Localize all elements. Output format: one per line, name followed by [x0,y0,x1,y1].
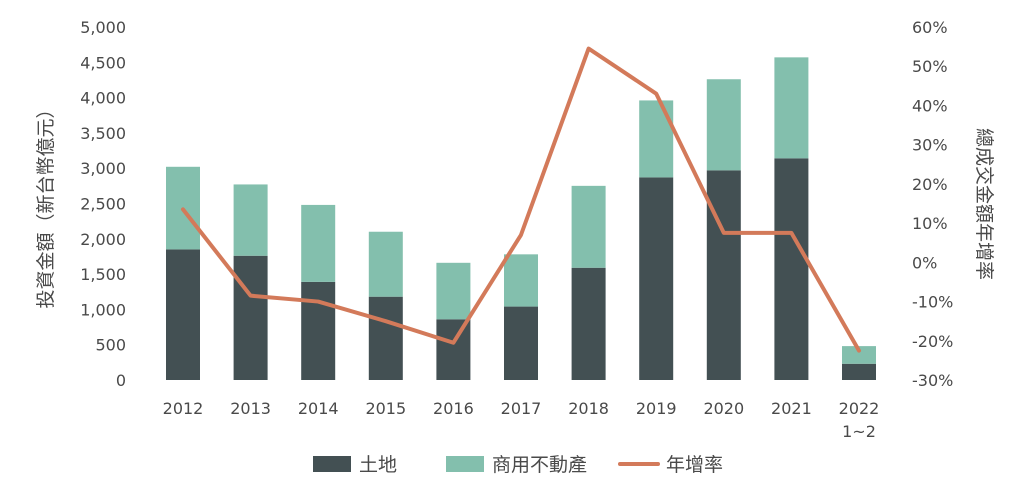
y2-tick-label: 20% [912,175,948,194]
y-axis-title-left: 投資金額（新台幣億元） [35,99,57,308]
bar-land-1 [233,255,268,380]
x-tick-label: 2017 [501,399,542,418]
bar-land-10 [842,363,876,380]
y-tick-label: 2,500 [80,195,126,214]
legend-label: 土地 [359,454,397,476]
growth-rate-line [181,46,861,353]
bar-commercial-7 [639,100,674,178]
bar-land-7 [639,177,674,380]
y-tick-label: 3,500 [80,124,126,143]
bar-land-2 [301,281,336,380]
bar-land-5 [504,306,538,380]
right-axis: -30% -20% -10% 0% 10% 20% 30% 40% 50% 60% [912,18,953,390]
y2-tick-label: 50% [912,57,948,76]
y2-tick-label: 60% [912,18,948,37]
y2-tick-label: 0% [912,253,937,272]
bar-commercial-9 [774,57,809,159]
y2-tick-label: -10% [912,293,953,312]
y2-tick-label: 30% [912,136,948,155]
bar-commercial-5 [504,254,538,307]
bars-layer [166,57,876,380]
legend: 土地 商用不動產 年增率 [313,454,723,476]
bar-commercial-1 [233,184,268,256]
bar-land-4 [436,319,471,380]
legend-label: 商用不動產 [492,454,587,476]
bar-commercial-10 [842,346,876,364]
bar-commercial-6 [571,185,606,268]
x-tick-label: 2015 [365,399,406,418]
x-tick-label: 2020 [703,399,744,418]
y-tick-label: 4,000 [80,89,126,108]
bar-land-9 [774,158,809,380]
left-axis: 0 500 1,000 1,500 2,000 2,500 3,000 3,500 4,000 4… [80,18,126,390]
x-tick-label: 2018 [568,399,609,418]
bar-land-0 [166,249,200,380]
y-tick-label: 500 [95,336,126,355]
x-tick-label: 2019 [636,399,677,418]
y-tick-label: 2,000 [80,230,126,249]
y-tick-label: 1,500 [80,265,126,284]
y-tick-label: 5,000 [80,18,126,37]
x-tick-label: 2013 [230,399,271,418]
legend-swatch [313,456,351,472]
x-tick-label: 2016 [433,399,474,418]
y2-tick-label: 10% [912,214,948,233]
legend-swatch [446,456,484,472]
y-tick-label: 1,000 [80,300,126,319]
y2-tick-label: -30% [912,371,953,390]
bar-land-8 [706,170,741,380]
bar-land-3 [368,296,403,380]
bar-commercial-3 [368,231,403,297]
bar-commercial-8 [706,79,741,171]
legend-item-growth-rate: 年增率 [618,454,723,476]
x-axis: 2012 2013 2014 2015 2016 2017 2018 2019 2020 2021… [163,399,880,441]
bar-commercial-4 [436,262,471,320]
legend-item-commercial: 商用不動產 [446,454,587,476]
y-tick-label: 4,500 [80,53,126,72]
legend-label: 年增率 [666,454,723,476]
y2-tick-label: -20% [912,332,953,351]
bar-commercial-2 [301,204,336,282]
y2-tick-label: 40% [912,96,948,115]
x-tick-label: 2014 [298,399,339,418]
x-tick-label: 2021 [771,399,812,418]
y-tick-label: 0 [116,371,126,390]
legend-item-land: 土地 [313,454,397,476]
y-tick-label: 3,000 [80,159,126,178]
line-layer [181,46,861,353]
y-axis-title-right: 總成交金額年增率 [973,128,995,280]
x-tick-label: 2012 [163,399,204,418]
x-tick-label: 2022 1~2 [839,399,880,441]
bar-land-6 [571,267,606,380]
